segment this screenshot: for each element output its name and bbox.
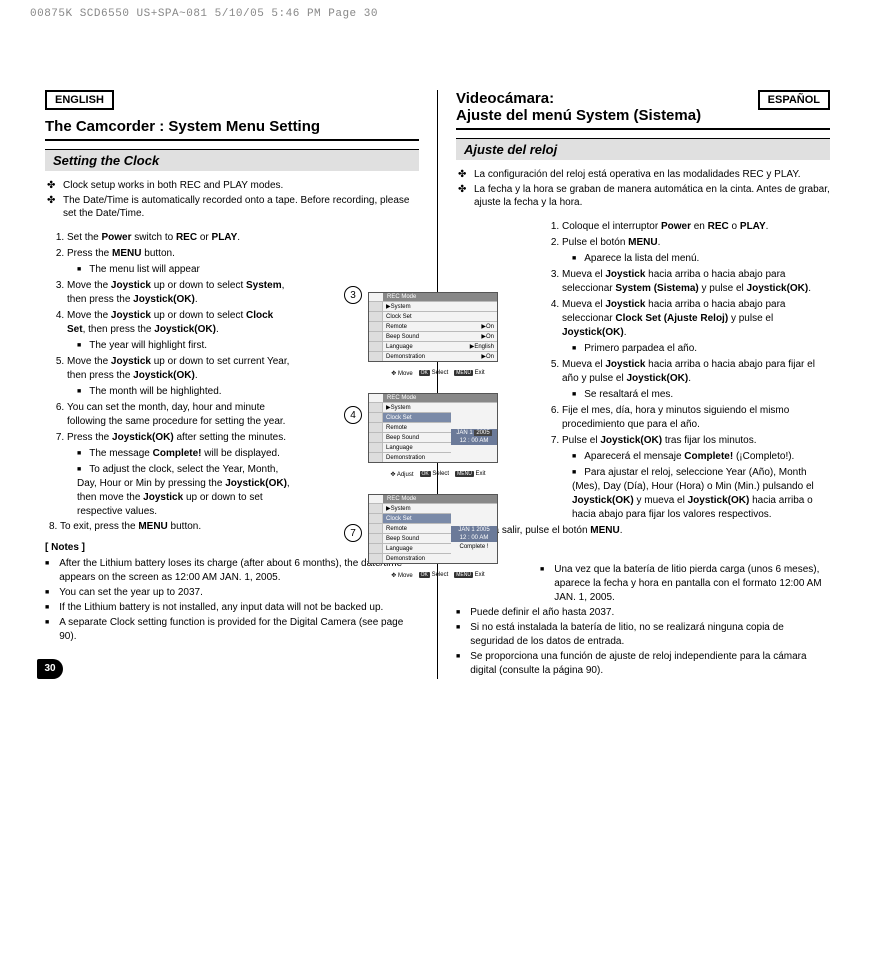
title-es-a: Videocámara: bbox=[456, 90, 701, 107]
s6: You can set the month, day, hour and min… bbox=[67, 401, 291, 429]
es-s5: Mueva el Joystick hacia arriba o hacia a… bbox=[562, 359, 815, 384]
notes-es: Una vez que la batería de litio pierda c… bbox=[456, 563, 830, 678]
osd-diagrams: 3 REC Mode ▶System Clock Set Remote▶On B… bbox=[368, 292, 508, 585]
notes-en: After the Lithium battery loses its char… bbox=[45, 557, 419, 644]
es-s5a: Se resaltará el mes. bbox=[572, 388, 830, 402]
n1: After the Lithium battery loses its char… bbox=[59, 557, 419, 585]
spanish-column: Videocámara: Ajuste del menú System (Sis… bbox=[456, 90, 830, 679]
es-s3: Mueva el Joystick hacia arriba o hacia a… bbox=[562, 269, 811, 294]
s2: Press the MENU button. bbox=[67, 248, 175, 259]
osd-title: REC Mode bbox=[383, 293, 497, 301]
subtitle-es: Ajuste del reloj bbox=[456, 138, 830, 160]
lang-badge-es: ESPAÑOL bbox=[758, 90, 830, 110]
es-s2a: Aparece la lista del menú. bbox=[572, 252, 830, 266]
s8: 8. To exit, press the MENU button. bbox=[49, 521, 419, 532]
es-s4: Mueva el Joystick hacia arriba o hacia a… bbox=[562, 299, 785, 338]
es-s1: Coloque el interruptor Power en REC o PL… bbox=[562, 221, 768, 232]
s7a: The message Complete! will be displayed. bbox=[77, 447, 291, 461]
osd-footer-7: ✥ MoveOK SelectMENU Exit bbox=[368, 570, 508, 585]
n2: You can set the year up to 2037. bbox=[59, 586, 203, 600]
step-circle-7: 7 bbox=[344, 524, 362, 542]
steps-en: Set the Power switch to REC or PLAY. Pre… bbox=[45, 231, 419, 519]
s4a: The year will highlight first. bbox=[77, 339, 291, 353]
intro1-en: Clock setup works in both REC and PLAY m… bbox=[63, 179, 283, 193]
es-n2: Puede definir el año hasta 2037. bbox=[470, 606, 614, 620]
es-s2: Pulse el botón MENU. bbox=[562, 237, 660, 248]
notes-h-es: [Notas] bbox=[456, 548, 830, 559]
n4: A separate Clock setting function is pro… bbox=[59, 616, 419, 644]
osd-menu-4: REC Mode ▶System Clock Set Remote Beep S… bbox=[368, 393, 498, 463]
n3: If the Lithium battery is not installed,… bbox=[59, 601, 383, 615]
es-n1: Una vez que la batería de litio pierda c… bbox=[554, 563, 830, 605]
s7: Press the Joystick(OK) after setting the… bbox=[67, 432, 286, 443]
subtitle-en: Setting the Clock bbox=[45, 149, 419, 171]
osd-menu-7: REC Mode ▶System Clock Set Remote Beep S… bbox=[368, 494, 498, 564]
title-en: The Camcorder : System Menu Setting bbox=[45, 118, 320, 135]
es-s7: Pulse el Joystick(OK) tras fijar los min… bbox=[562, 435, 757, 446]
print-watermark: 00875K SCD6550 US+SPA~081 5/10/05 5:46 P… bbox=[30, 8, 378, 20]
es-s7a: Aparecerá el mensaje Complete! (¡Complet… bbox=[572, 450, 830, 464]
s1: Set the Power switch to REC or PLAY. bbox=[67, 232, 240, 243]
es-n3: Si no está instalada la batería de litio… bbox=[470, 621, 830, 649]
step-circle-4: 4 bbox=[344, 406, 362, 424]
s7b: To adjust the clock, select the Year, Mo… bbox=[77, 463, 291, 519]
step-circle-3: 3 bbox=[344, 286, 362, 304]
es-n4: Se proporciona una función de ajuste de … bbox=[470, 650, 830, 678]
page-number: 30 bbox=[37, 659, 63, 679]
s5: Move the Joystick up or down to set curr… bbox=[67, 356, 289, 381]
s3: Move the Joystick up or down to select S… bbox=[67, 280, 284, 305]
intro-en: ✤Clock setup works in both REC and PLAY … bbox=[45, 179, 419, 221]
s5a: The month will be highlighted. bbox=[77, 385, 291, 399]
intro-es: ✤La configuración del reloj está operati… bbox=[456, 168, 830, 210]
steps-es: Coloque el interruptor Power en REC o PL… bbox=[456, 220, 830, 538]
osd-footer-3: ✥ MoveOK SelectMENU Exit bbox=[368, 368, 508, 383]
es-s8: Para salir, pulse el botón MENU. bbox=[478, 524, 830, 538]
lang-badge-en: ENGLISH bbox=[45, 90, 114, 110]
intro2-en: The Date/Time is automatically recorded … bbox=[63, 194, 419, 221]
intro2-es: La fecha y la hora se graban de manera a… bbox=[474, 183, 830, 210]
es-s6: Fije el mes, día, hora y minutos siguien… bbox=[562, 404, 830, 432]
title-es-b: Ajuste del menú System (Sistema) bbox=[456, 107, 701, 124]
s2a: The menu list will appear bbox=[77, 263, 291, 277]
notes-h-en: [ Notes ] bbox=[45, 542, 419, 553]
intro1-es: La configuración del reloj está operativ… bbox=[474, 168, 801, 182]
osd-footer-4: ✥ AdjustOK SelectMENU Exit bbox=[368, 469, 508, 484]
english-column: ENGLISH The Camcorder : System Menu Sett… bbox=[45, 90, 419, 679]
s4: Move the Joystick up or down to select C… bbox=[67, 310, 273, 335]
osd-menu-3: REC Mode ▶System Clock Set Remote▶On Bee… bbox=[368, 292, 498, 362]
es-s4a: Primero parpadea el año. bbox=[572, 342, 830, 356]
es-s7b: Para ajustar el reloj, seleccione Year (… bbox=[572, 466, 830, 522]
